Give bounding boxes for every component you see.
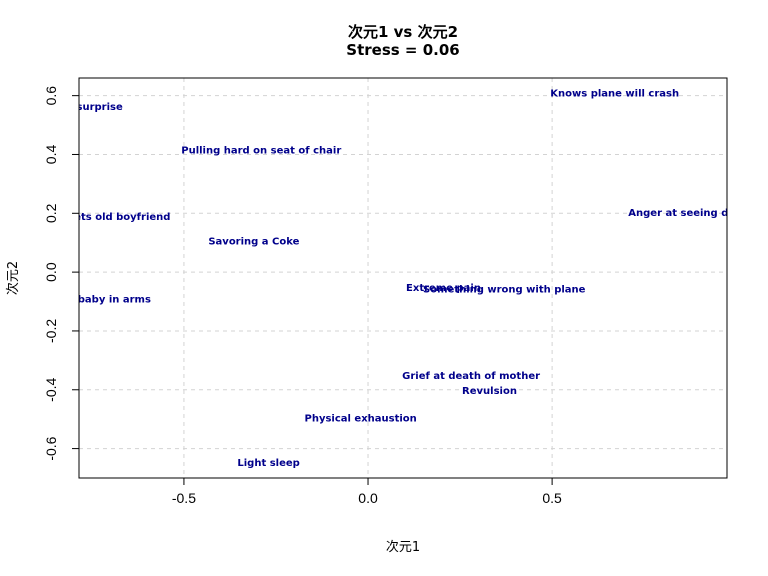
chart-title: 次元1 vs 次元2 — [348, 23, 458, 41]
point-label: Revulsion — [462, 386, 517, 397]
point-label: Extreme pain — [406, 283, 481, 294]
grid-lines — [79, 78, 727, 478]
point-label: Unexpectedly meets old boyfriend — [0, 212, 170, 223]
x-axis-label: 次元1 — [386, 539, 420, 555]
x-tick-label: 0.5 — [542, 490, 562, 506]
y-tick-label: 0.6 — [43, 86, 59, 106]
point-label: Something wrong with plane — [423, 284, 586, 295]
plot-frame — [78, 77, 728, 479]
y-tick-label: 0.2 — [43, 203, 59, 223]
y-tick-label: -0.4 — [43, 377, 59, 401]
y-tick-label: -0.6 — [43, 436, 59, 460]
y-axis: 0.6 0.4 0.2 0.0 -0.2 -0.4 -0.6 — [43, 86, 79, 461]
y-tick-label: 0.0 — [43, 262, 59, 282]
point-label: Grief at death of mother — [402, 371, 540, 382]
point-label: Knows plane will crash — [550, 89, 679, 100]
y-tick-label: 0.4 — [43, 145, 59, 165]
point-labels: Pleasant surprise Knows plane will crash P… — [0, 89, 768, 469]
x-axis: -0.5 0.0 0.5 — [172, 478, 562, 506]
point-label: Light sleep — [237, 458, 299, 469]
point-label: Anger at seeing dog beaten — [628, 208, 768, 219]
point-label: Pleasant surprise — [24, 102, 123, 113]
y-tick-label: -0.2 — [43, 319, 59, 343]
point-label: Savoring a Coke — [208, 237, 299, 248]
x-tick-label: 0.0 — [358, 490, 378, 506]
point-label: Pulling hard on seat of chair — [181, 145, 341, 156]
y-axis-label: 次元2 — [5, 261, 21, 295]
x-tick-label: -0.5 — [172, 490, 196, 506]
point-label: Maternal love-baby in arms — [0, 295, 151, 306]
chart-subtitle: Stress = 0.06 — [346, 41, 459, 59]
point-label: Physical exhaustion — [305, 414, 417, 425]
